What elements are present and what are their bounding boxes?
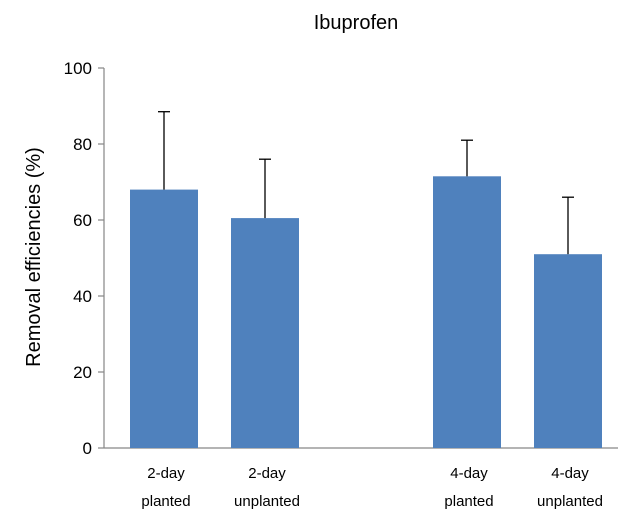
bar <box>433 176 501 449</box>
x-tick-label: planted <box>444 493 493 510</box>
x-tick-label: unplanted <box>537 493 603 510</box>
x-tick-label: 2-day <box>147 465 185 482</box>
plot-area: 0 20 40 60 80 100 2-day planted 2-day unplanted 4-… <box>64 59 618 510</box>
x-tick-label: unplanted <box>234 493 300 510</box>
x-tick-label: 4-day <box>450 465 488 482</box>
y-tick-label: 40 <box>73 287 92 306</box>
y-tick-label: 0 <box>83 439 92 458</box>
bar <box>130 189 198 448</box>
y-tick-label: 80 <box>73 135 92 154</box>
x-tick-label: 2-day <box>248 465 286 482</box>
y-tick-label: 60 <box>73 211 92 230</box>
bar <box>231 218 299 448</box>
y-tick-label: 100 <box>64 59 92 78</box>
y-tick-label: 20 <box>73 363 92 382</box>
x-tick-label: 4-day <box>551 465 589 482</box>
x-tick-label: planted <box>141 493 190 510</box>
chart-title: Ibuprofen <box>314 12 399 34</box>
y-axis-label: Removal efficiencies (%) <box>23 147 45 367</box>
bar <box>534 254 602 448</box>
